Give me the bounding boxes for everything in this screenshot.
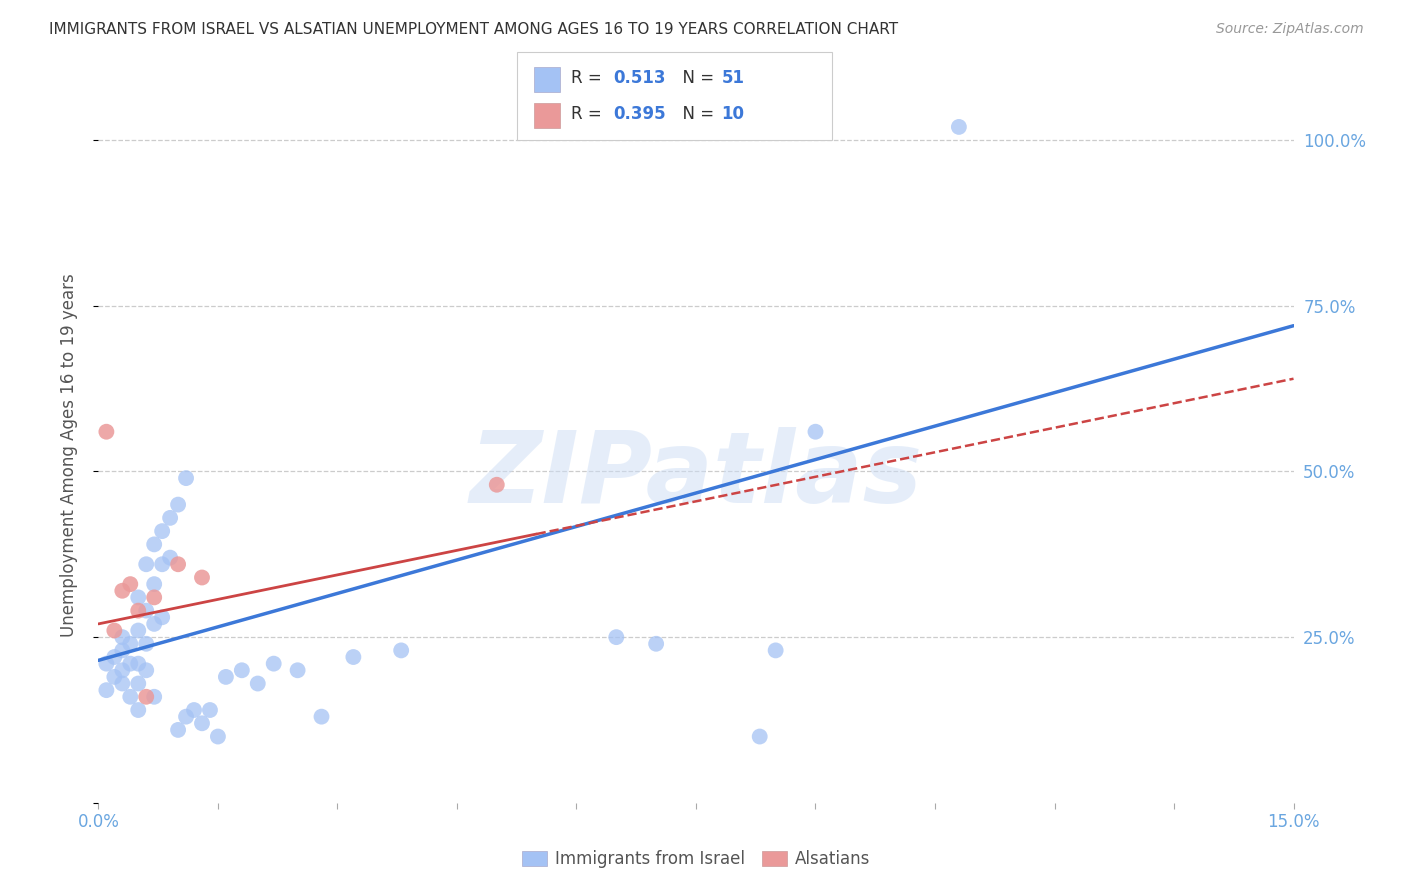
Point <box>127 703 149 717</box>
Point <box>389 643 412 657</box>
Point <box>159 511 181 525</box>
Text: 10: 10 <box>721 105 744 123</box>
Point <box>120 657 142 671</box>
Point <box>167 498 190 512</box>
Point <box>150 558 173 572</box>
Point <box>183 703 205 717</box>
Point <box>143 537 166 551</box>
Text: ZIPatlas: ZIPatlas <box>470 427 922 524</box>
Text: N =: N = <box>672 105 720 123</box>
Legend: Immigrants from Israel, Alsatians: Immigrants from Israel, Alsatians <box>515 843 877 874</box>
Point <box>127 676 149 690</box>
Point <box>207 730 229 744</box>
Point <box>311 709 333 723</box>
Text: 0.513: 0.513 <box>613 70 665 87</box>
Point <box>804 425 827 439</box>
Point <box>174 709 197 723</box>
Text: R =: R = <box>571 70 607 87</box>
Point <box>111 630 134 644</box>
Point <box>143 690 166 704</box>
Text: 0.395: 0.395 <box>613 105 665 123</box>
Point <box>96 425 118 439</box>
Point <box>96 683 118 698</box>
Point <box>485 477 508 491</box>
Point <box>143 616 166 631</box>
Point <box>127 657 149 671</box>
Point <box>120 577 142 591</box>
Y-axis label: Unemployment Among Ages 16 to 19 years: Unemployment Among Ages 16 to 19 years <box>59 273 77 637</box>
Point <box>127 624 149 638</box>
Text: Source: ZipAtlas.com: Source: ZipAtlas.com <box>1216 22 1364 37</box>
Point <box>263 657 285 671</box>
Text: R =: R = <box>571 105 607 123</box>
Point <box>103 670 125 684</box>
Point <box>215 670 238 684</box>
Point <box>174 471 197 485</box>
Point <box>287 663 309 677</box>
Point <box>103 650 125 665</box>
Point <box>948 120 970 134</box>
Point <box>135 690 157 704</box>
Point <box>111 663 134 677</box>
Point <box>246 676 269 690</box>
Text: N =: N = <box>672 70 720 87</box>
Point <box>645 637 668 651</box>
Point <box>605 630 627 644</box>
Point <box>143 577 166 591</box>
Point <box>127 604 149 618</box>
Point <box>748 730 770 744</box>
Point <box>127 591 149 605</box>
Point <box>135 558 157 572</box>
Point <box>120 690 142 704</box>
Point <box>191 570 214 584</box>
Point <box>135 604 157 618</box>
Point <box>150 610 173 624</box>
Point <box>135 663 157 677</box>
Text: 51: 51 <box>721 70 744 87</box>
Text: IMMIGRANTS FROM ISRAEL VS ALSATIAN UNEMPLOYMENT AMONG AGES 16 TO 19 YEARS CORREL: IMMIGRANTS FROM ISRAEL VS ALSATIAN UNEMP… <box>49 22 898 37</box>
Point <box>159 550 181 565</box>
Point <box>167 558 190 572</box>
Point <box>143 591 166 605</box>
Point <box>198 703 221 717</box>
Point <box>111 676 134 690</box>
Point <box>96 657 118 671</box>
Point <box>167 723 190 737</box>
Point <box>103 624 125 638</box>
Point <box>342 650 364 665</box>
Point <box>135 637 157 651</box>
Point <box>111 643 134 657</box>
Point <box>765 643 787 657</box>
Point <box>150 524 173 538</box>
Point <box>231 663 253 677</box>
Point <box>191 716 214 731</box>
Point <box>120 637 142 651</box>
Point <box>111 583 134 598</box>
